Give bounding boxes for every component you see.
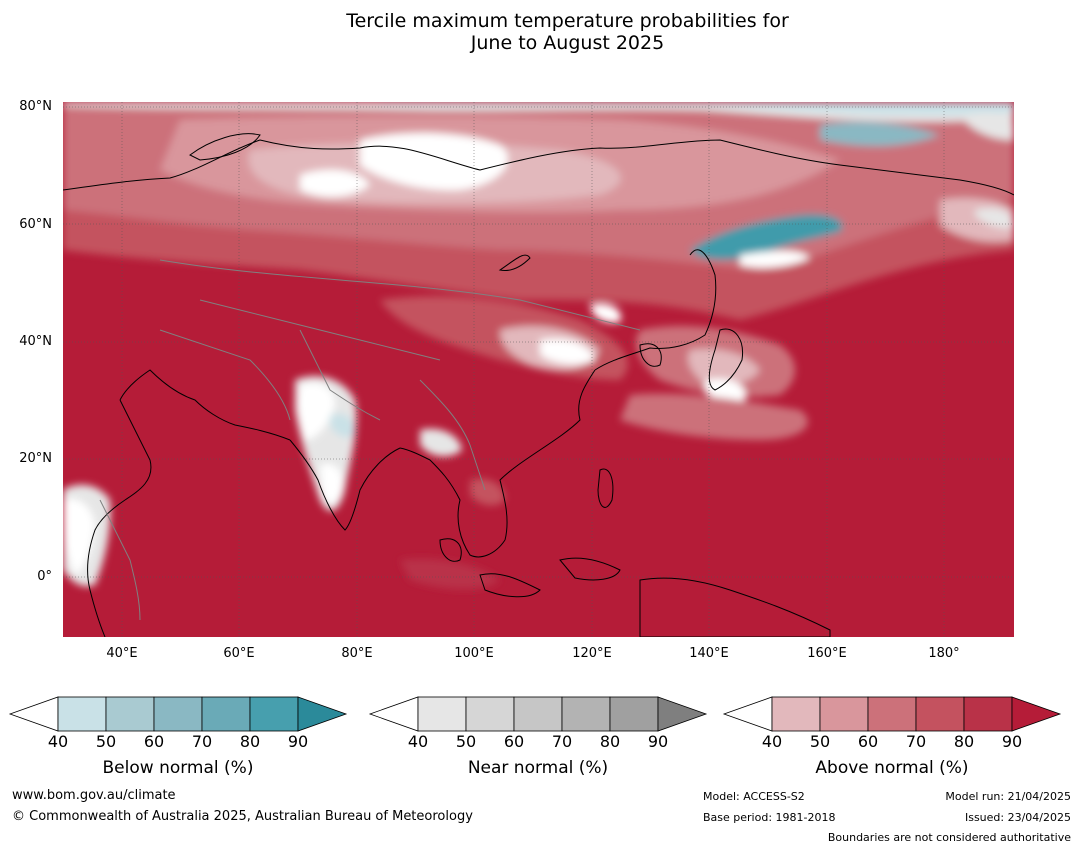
model-run-text: Model run: 21/04/2025 [945,790,1071,803]
tick: 60 [857,732,879,751]
colorbar-swatch [915,696,965,732]
issued-text: Issued: 23/04/2025 [964,811,1071,824]
lon-label-140e: 140°E [689,646,729,661]
colorbar-swatch [771,696,821,732]
disclaimer-text: Boundaries are not considered authoritat… [827,831,1071,844]
colorbar-swatch [297,696,348,732]
map-canvas [63,102,1014,637]
tick: 70 [191,732,213,751]
colorbar-swatch [465,696,515,732]
lat-label-60n: 60°N [19,217,52,232]
colorbar-swatch [153,696,203,732]
colorbar-swatch [963,696,1013,732]
lon-label-60e: 60°E [223,646,255,661]
tick: 40 [47,732,69,751]
tick: 40 [407,732,429,751]
colorbar-swatch [57,696,107,732]
colorbar-swatch [417,696,467,732]
tick: 90 [1001,732,1023,751]
tick: 40 [761,732,783,751]
colorbar-swatch [201,696,251,732]
title-line-1: Tercile maximum temperature probabilitie… [346,10,789,32]
lat-label-80n: 80°N [19,99,52,114]
lat-label-40n: 40°N [19,334,52,349]
lat-label-0: 0° [37,569,52,584]
coastlines [63,133,1014,637]
lon-label-80e: 80°E [341,646,373,661]
website-link[interactable]: www.bom.gov.au/climate [12,788,176,803]
colorbar-near-title: Near normal (%) [467,758,609,778]
title-line-2: June to August 2025 [470,32,665,54]
colorbar-swatch [1011,696,1062,732]
colorbar-swatch [561,696,611,732]
colorbar-below-swatches [8,696,348,732]
tick: 60 [503,732,525,751]
map-title: Tercile maximum temperature probabilitie… [0,10,1081,54]
probability-shading [63,102,1014,590]
lon-label-100e: 100°E [454,646,494,661]
map-panel: 80°N 60°N 40°N 20°N 0° 40°E 60°E 80°E 10… [19,99,1014,661]
country-borders [99,259,641,621]
lon-label-40e: 40°E [106,646,138,661]
tick: 80 [599,732,621,751]
lon-label-120e: 120°E [572,646,612,661]
colorbar-below-title: Below normal (%) [102,758,254,778]
tick: 80 [239,732,261,751]
lat-label-20n: 20°N [19,451,52,466]
tick: 50 [95,732,117,751]
colorbar-swatch [249,696,299,732]
colorbar-near-swatches [368,696,708,732]
colorbar-swatch [657,696,708,732]
tick: 50 [455,732,477,751]
model-text: Model: ACCESS-S2 [703,790,805,803]
copyright-text: © Commonwealth of Australia 2025, Austra… [12,809,473,824]
colorbar-swatch [609,696,659,732]
lon-label-180: 180° [928,646,960,661]
colorbar-swatch [513,696,563,732]
tick: 70 [905,732,927,751]
tick: 90 [287,732,309,751]
tick: 80 [953,732,975,751]
tick: 60 [143,732,165,751]
colorbar-above-title: Above normal (%) [815,758,969,778]
tick: 70 [551,732,573,751]
colorbar-swatch [105,696,155,732]
tick: 50 [809,732,831,751]
base-period-text: Base period: 1981-2018 [703,811,836,824]
colorbar-swatch [819,696,869,732]
probability-map [63,102,1014,637]
colorbar-swatch [867,696,917,732]
lon-label-160e: 160°E [807,646,847,661]
graticule [63,102,1014,637]
colorbar-above-swatches [722,696,1062,732]
tick: 90 [647,732,669,751]
